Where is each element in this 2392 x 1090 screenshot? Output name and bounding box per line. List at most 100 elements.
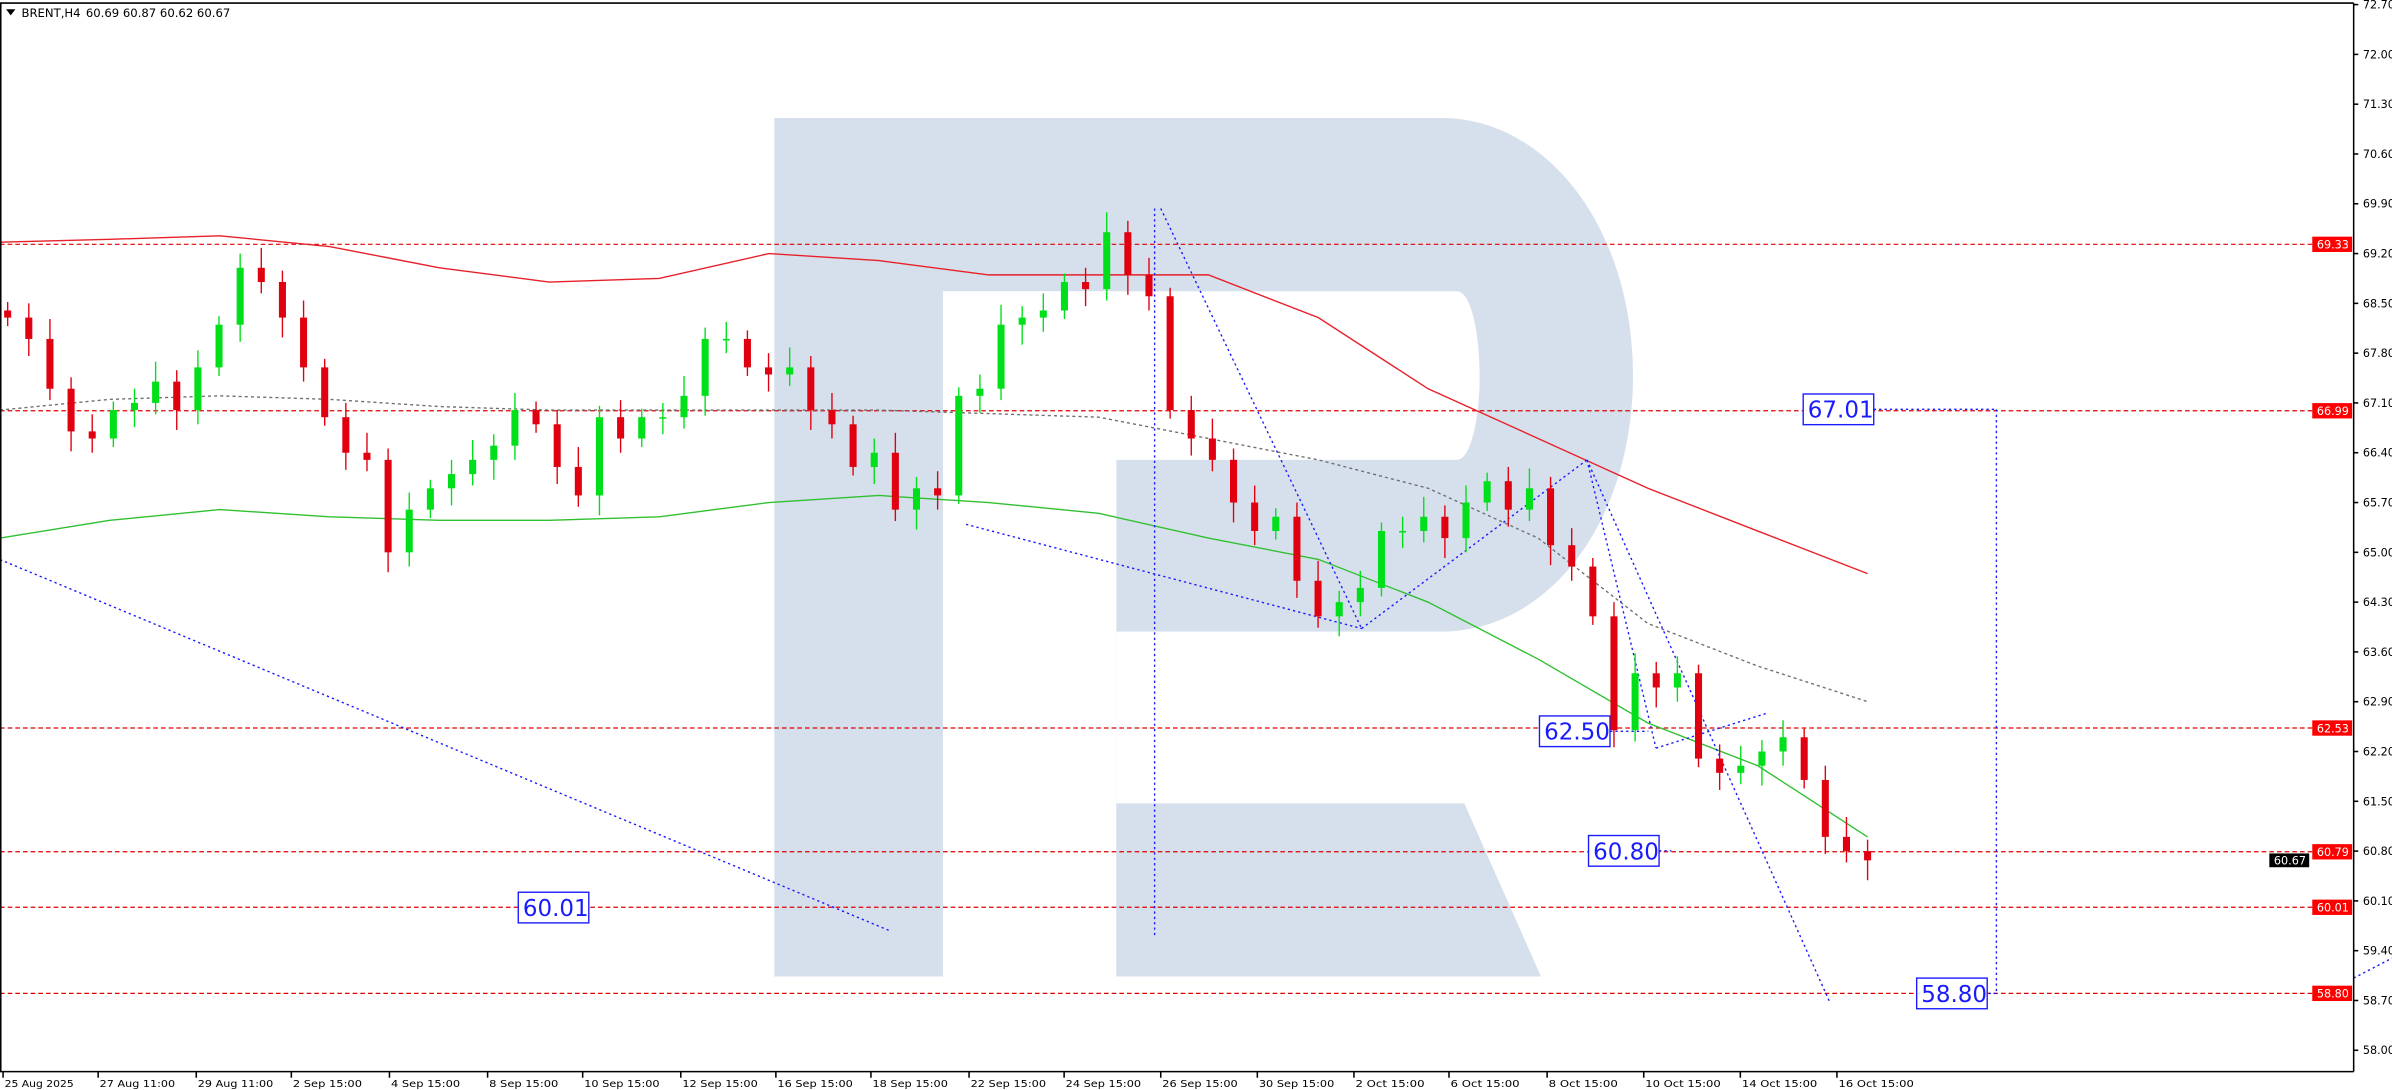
candle [1441, 505, 1449, 559]
candle-body [553, 424, 561, 467]
candle-body [849, 424, 857, 467]
candle-body [278, 282, 286, 318]
level-price-tag [2312, 720, 2353, 736]
current-price-tag [2269, 853, 2310, 868]
y-tick-label: 72.00 [2363, 48, 2392, 61]
forecast-line [0, 558, 890, 932]
forecast-line [1586, 459, 1830, 1002]
r-logo-watermark [774, 118, 1633, 977]
candle [426, 479, 434, 519]
candle [617, 400, 625, 453]
candle-body [25, 317, 33, 339]
candle-body [321, 367, 329, 418]
candle-body [1272, 516, 1280, 531]
candle [321, 358, 329, 426]
candle [638, 408, 646, 448]
candle [912, 476, 921, 530]
candle-body [1208, 438, 1216, 460]
candle-body [1631, 673, 1639, 731]
gray-moving-average [0, 395, 1868, 703]
x-tick-label: 26 Sep 15:00 [1162, 1079, 1237, 1090]
candle [25, 303, 33, 356]
candle-body [1420, 516, 1428, 531]
candle [595, 405, 603, 516]
candle [722, 321, 730, 354]
forecast-label-box [1538, 715, 1611, 748]
candle-body [1399, 530, 1407, 533]
candle [67, 377, 75, 452]
candle [1716, 744, 1724, 790]
candle-body [1082, 282, 1090, 290]
candle-body [405, 509, 413, 553]
y-tick-label: 69.20 [2363, 248, 2392, 261]
candle [1610, 602, 1618, 748]
candle [1631, 653, 1639, 742]
x-tick-label: 8 Sep 15:00 [489, 1079, 558, 1090]
candle-body [511, 410, 519, 446]
candle-body [426, 488, 434, 510]
candle [1103, 212, 1111, 301]
ohlc-readout: 60.69 60.87 60.62 60.67 [86, 6, 230, 20]
candle-body [152, 381, 160, 403]
candle-body [1737, 765, 1745, 773]
x-tick-label: 6 Oct 15:00 [1451, 1079, 1520, 1090]
candle-body [786, 367, 794, 375]
candle-body [1060, 282, 1068, 311]
forecast-line [965, 523, 1362, 630]
x-tick-label: 18 Sep 15:00 [872, 1079, 947, 1090]
level-price-tag-label: 60.79 [2317, 846, 2349, 859]
candle [1293, 502, 1301, 598]
y-tick-label: 65.00 [2363, 546, 2392, 559]
y-tick-label: 64.30 [2363, 596, 2392, 609]
candle-body [173, 381, 181, 411]
candle [1145, 257, 1153, 311]
candle [342, 402, 350, 470]
candle [743, 330, 751, 376]
y-tick-label: 69.90 [2363, 198, 2392, 211]
forecast-label: 60.80 [1593, 839, 1659, 865]
candle-body [891, 452, 899, 510]
candle [807, 355, 815, 430]
candle-body [1483, 481, 1491, 503]
candle-body [828, 410, 836, 425]
y-tick-label: 67.10 [2363, 397, 2392, 410]
candle [1842, 816, 1850, 863]
candle-body [722, 338, 730, 341]
x-tick-label: 25 Aug 2025 [5, 1079, 74, 1090]
candle-body [997, 324, 1005, 389]
candle-body [701, 338, 709, 396]
candle-body [257, 267, 265, 283]
candle-body [1589, 566, 1597, 617]
candle-body [109, 410, 117, 439]
candle [1208, 418, 1216, 472]
forecast-label: 67.01 [1808, 398, 1874, 424]
candle [934, 471, 942, 510]
y-tick-label: 63.60 [2363, 646, 2392, 659]
candle-body [490, 445, 498, 460]
candle [173, 370, 181, 430]
x-tick-label: 27 Aug 11:00 [100, 1079, 175, 1090]
x-tick-label: 30 Sep 15:00 [1259, 1079, 1334, 1090]
candle-body [88, 431, 96, 439]
candle-body [1800, 737, 1808, 780]
candle [1251, 485, 1259, 546]
candle-body [1377, 530, 1386, 588]
candle-body [870, 452, 878, 467]
candle [891, 432, 899, 522]
candle-body [743, 338, 751, 368]
candle [1230, 448, 1238, 523]
candle [300, 300, 308, 382]
candle [1864, 839, 1872, 881]
forecast-line [1361, 459, 1588, 630]
candle [680, 375, 688, 429]
candle-body [1821, 779, 1829, 837]
candle-body [300, 317, 308, 368]
candle-body [1842, 836, 1850, 852]
candle [786, 347, 794, 386]
y-tick-label: 66.40 [2363, 447, 2392, 460]
candle [1547, 476, 1555, 566]
candle [215, 316, 223, 376]
dropdown-triangle-icon[interactable] [6, 9, 16, 16]
level-price-tag-label: 69.33 [2317, 239, 2349, 252]
